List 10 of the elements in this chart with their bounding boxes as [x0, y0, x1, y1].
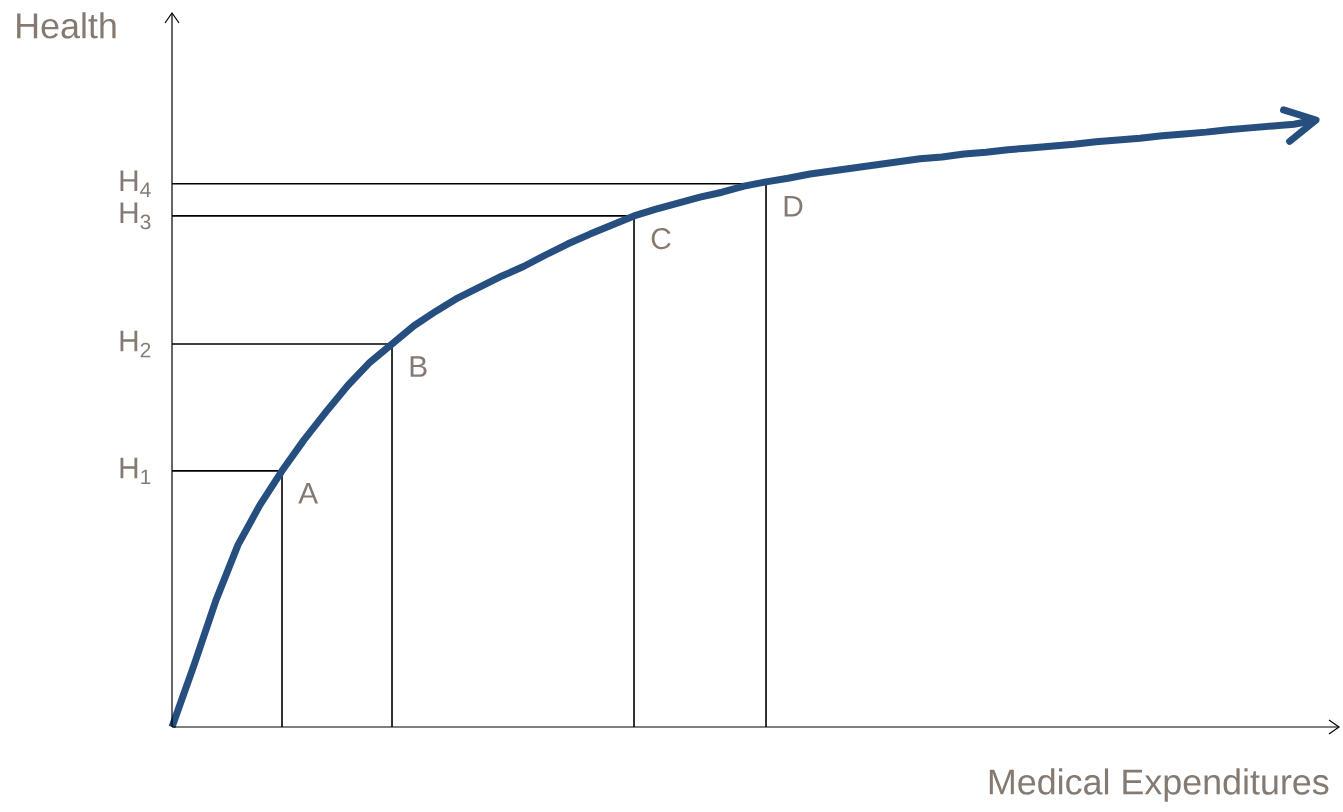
ref-line-label: H$_{1}$ — [120, 457, 151, 485]
y-axis-title: Health — [17, 12, 116, 39]
ref-line-label: H$_{3}$ — [120, 202, 151, 230]
annotation: D — [784, 195, 803, 217]
ref-line-label: H$_{2}$ — [120, 330, 151, 358]
annotation: C — [651, 228, 671, 250]
annotation: A — [298, 483, 319, 504]
annotation: B — [410, 356, 427, 377]
x-axis-title: Medical Expenditures — [989, 768, 1329, 802]
ref-line-label: H$_{4}$ — [120, 170, 151, 197]
